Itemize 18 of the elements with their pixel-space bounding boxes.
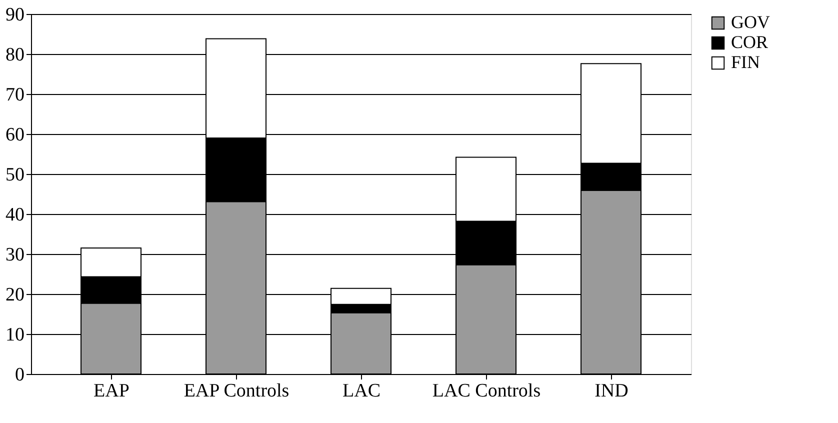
x-tick-label: LAC Controls <box>432 380 541 402</box>
y-tick-label: 20 <box>6 284 24 306</box>
x-tick-label: EAP <box>94 380 130 402</box>
y-tick-label: 10 <box>6 324 24 346</box>
y-tick-label: 70 <box>6 84 24 106</box>
y-tick-label: 80 <box>6 44 24 66</box>
legend-label: COR <box>731 32 768 52</box>
y-tick-label: 60 <box>6 124 24 146</box>
x-tick-label: LAC <box>342 380 380 402</box>
y-tick-label: 0 <box>15 364 24 386</box>
y-tick-label: 30 <box>6 244 24 266</box>
legend-label: GOV <box>731 12 770 32</box>
x-tick-label: EAP Controls <box>184 380 290 402</box>
y-tick-label: 90 <box>6 4 24 26</box>
y-tick-label: 40 <box>6 204 24 226</box>
y-tick-label: 50 <box>6 164 24 186</box>
legend-label: FIN <box>731 52 760 72</box>
x-tick-label: IND <box>594 380 628 402</box>
